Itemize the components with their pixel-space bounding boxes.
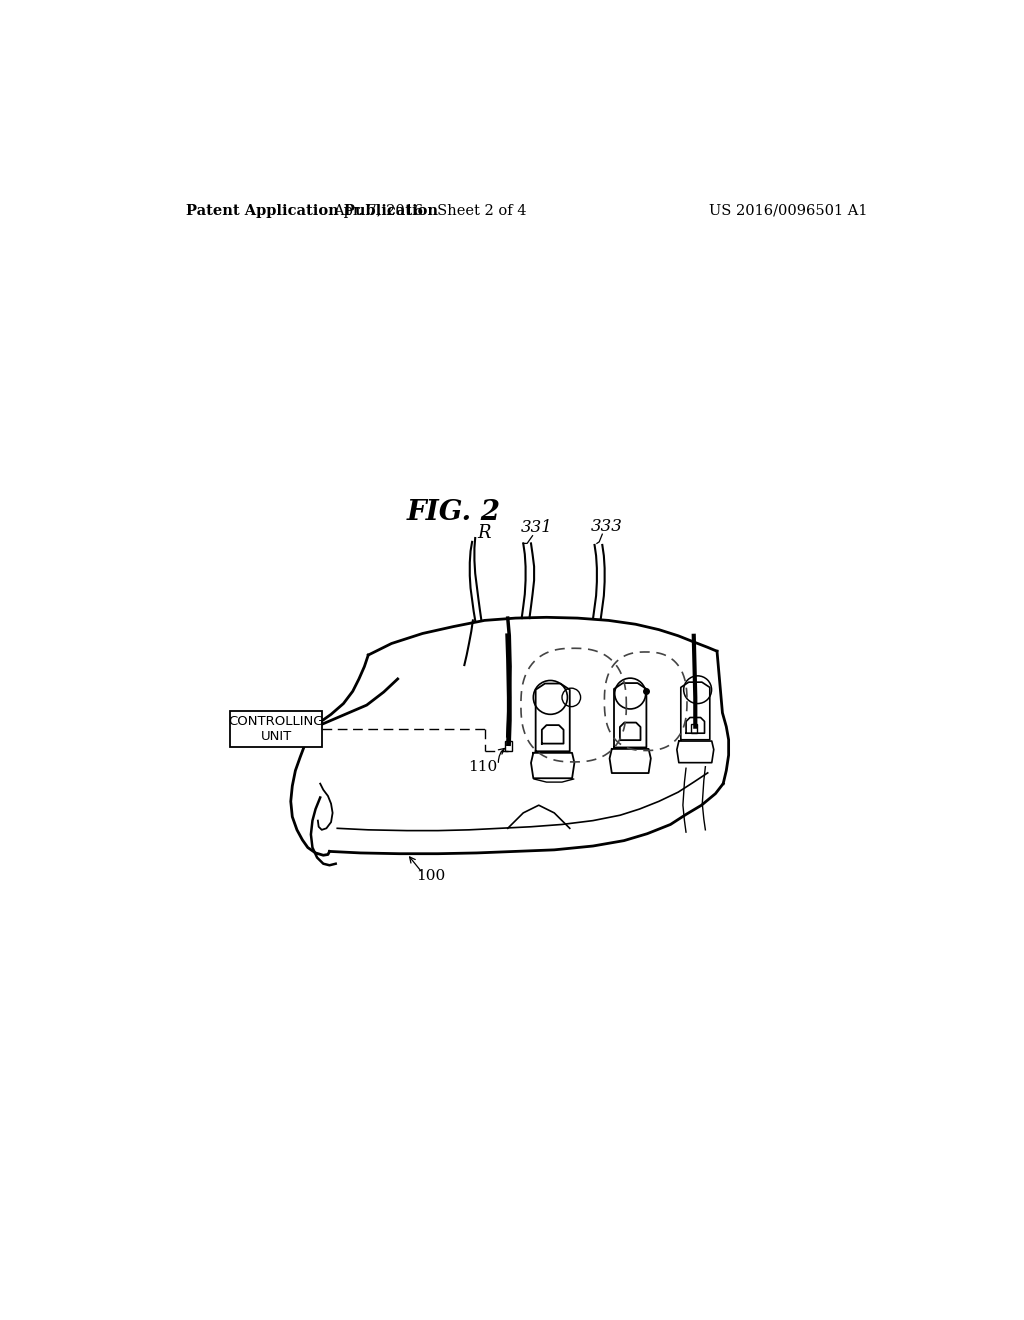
- Text: 333: 333: [591, 517, 623, 535]
- Text: FIG. 2: FIG. 2: [407, 499, 501, 527]
- Text: 331: 331: [521, 520, 553, 536]
- Text: Patent Application Publication: Patent Application Publication: [186, 203, 438, 218]
- FancyBboxPatch shape: [506, 741, 512, 751]
- Text: US 2016/0096501 A1: US 2016/0096501 A1: [710, 203, 867, 218]
- Text: 110: 110: [468, 760, 497, 774]
- FancyBboxPatch shape: [691, 723, 697, 733]
- Text: 100: 100: [416, 869, 444, 883]
- Text: Apr. 7, 2016   Sheet 2 of 4: Apr. 7, 2016 Sheet 2 of 4: [334, 203, 527, 218]
- FancyBboxPatch shape: [230, 711, 322, 747]
- Text: R: R: [478, 524, 492, 541]
- Text: CONTROLLING
UNIT: CONTROLLING UNIT: [228, 715, 324, 743]
